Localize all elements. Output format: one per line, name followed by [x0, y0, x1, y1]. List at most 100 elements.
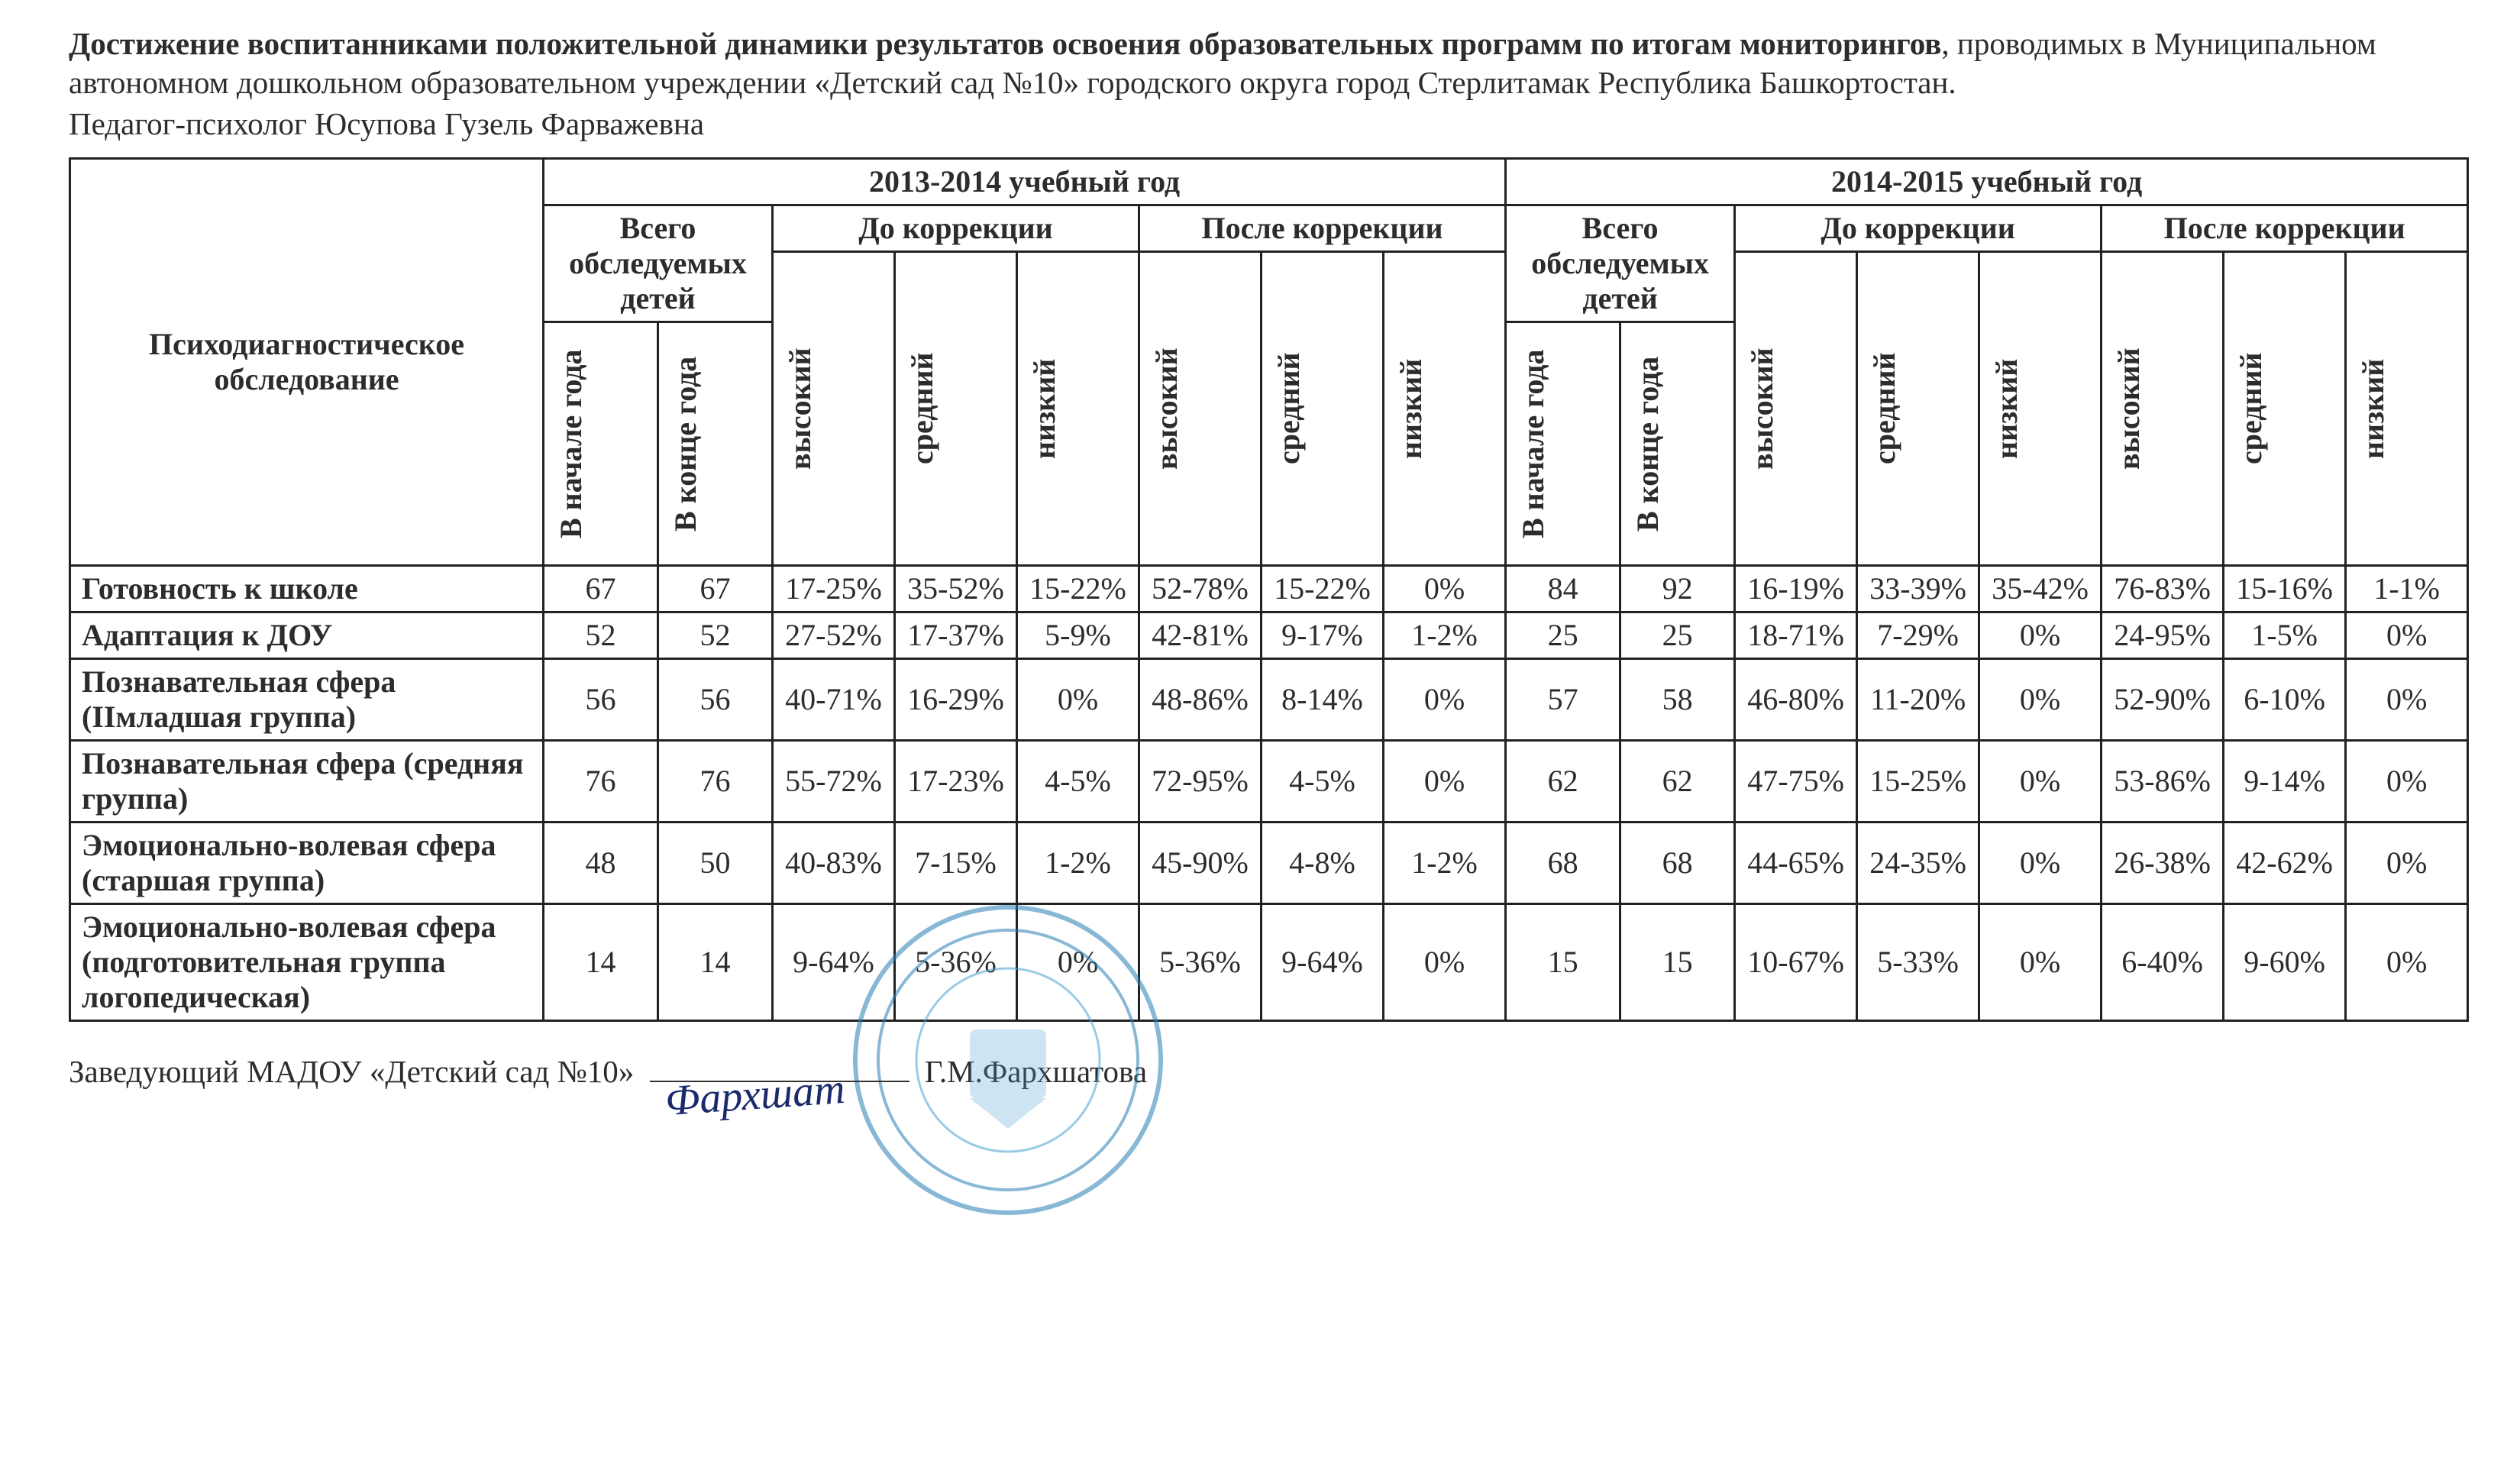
cell: 15-25% [1857, 740, 1979, 822]
col-end-year: В конце года [1627, 328, 1669, 560]
row-header: Психодиагностическое обследование [70, 158, 544, 565]
cell: 15-22% [1262, 565, 1384, 612]
row-label: Эмоционально-волевая сфера (старшая груп… [70, 822, 544, 903]
cell: 48 [544, 822, 658, 903]
cell: 0% [1979, 740, 2102, 822]
total-children-y1: Всего обследуемых детей [544, 205, 773, 322]
cell: 7-15% [895, 822, 1017, 903]
cell: 62 [1506, 740, 1620, 822]
cell: 40-83% [773, 822, 895, 903]
cell: 4-5% [1262, 740, 1384, 822]
cell: 14 [658, 903, 773, 1020]
cell: 0% [1979, 822, 2102, 903]
cell: 76 [544, 740, 658, 822]
cell: 35-52% [895, 565, 1017, 612]
cell: 52-78% [1139, 565, 1262, 612]
cell: 40-71% [773, 658, 895, 740]
cell: 5-36% [1139, 903, 1262, 1020]
col-low: низкий [1986, 292, 2027, 525]
col-mid: средний [1864, 292, 1905, 525]
cell: 68 [1620, 822, 1735, 903]
cell: 0% [2346, 658, 2468, 740]
col-low: низкий [1024, 292, 1065, 525]
total-children-y2: Всего обследуемых детей [1506, 205, 1735, 322]
table-row: Познавательная сфера (средняя группа)76 7… [70, 740, 2468, 822]
year1-header: 2013-2014 учебный год [544, 158, 1506, 205]
cell: 4-5% [1017, 740, 1139, 822]
cell: 26-38% [2102, 822, 2224, 903]
cell: 58 [1620, 658, 1735, 740]
cell: 5-33% [1857, 903, 1979, 1020]
cell: 17-37% [895, 612, 1017, 658]
cell: 0% [2346, 822, 2468, 903]
row-label: Готовность к школе [70, 565, 544, 612]
cell: 17-23% [895, 740, 1017, 822]
cell: 15-22% [1017, 565, 1139, 612]
cell: 0% [1979, 612, 2102, 658]
before-corr-y1: До коррекции [773, 205, 1139, 251]
col-high: высокий [2108, 292, 2150, 525]
cell: 1-1% [2346, 565, 2468, 612]
cell: 25 [1620, 612, 1735, 658]
cell: 5-9% [1017, 612, 1139, 658]
after-corr-y2: После коррекции [2102, 205, 2468, 251]
cell: 0% [1384, 903, 1506, 1020]
row-label: Эмоционально-волевая сфера (подготовител… [70, 903, 544, 1020]
cell: 10-67% [1735, 903, 1857, 1020]
cell: 44-65% [1735, 822, 1857, 903]
cell: 1-2% [1384, 612, 1506, 658]
document-header: Достижение воспитанниками положительной … [69, 24, 2451, 144]
row-label: Познавательная сфера (средняя группа) [70, 740, 544, 822]
signature-scribble: Фархшат [663, 1062, 846, 1128]
cell: 0% [1384, 740, 1506, 822]
cell: 52 [544, 612, 658, 658]
cell: 4-8% [1262, 822, 1384, 903]
cell: 16-19% [1735, 565, 1857, 612]
table-body: Готовность к школе676717-25%35-52%15-22%… [70, 565, 2468, 1020]
cell: 45-90% [1139, 822, 1262, 903]
cell: 0% [2346, 740, 2468, 822]
col-mid: средний [1268, 292, 1310, 525]
cell: 67 [544, 565, 658, 612]
cell: 6-10% [2224, 658, 2346, 740]
before-corr-y2: До коррекции [1735, 205, 2102, 251]
cell: 33-39% [1857, 565, 1979, 612]
cell: 24-35% [1857, 822, 1979, 903]
cell: 17-25% [773, 565, 895, 612]
cell: 5-36% [895, 903, 1017, 1020]
cell: 15-16% [2224, 565, 2346, 612]
table-row: Познавательная сфера (IIмладшая группа)5… [70, 658, 2468, 740]
cell: 1-5% [2224, 612, 2346, 658]
cell: 18-71% [1735, 612, 1857, 658]
footer-signer: Г.М.Фархшатова [925, 1054, 1147, 1089]
cell: 0% [1017, 903, 1139, 1020]
cell: 0% [1384, 565, 1506, 612]
cell: 0% [1017, 658, 1139, 740]
results-table: Психодиагностическое обследование 2013-2… [69, 157, 2469, 1022]
cell: 6-40% [2102, 903, 2224, 1020]
col-mid: средний [902, 292, 943, 525]
cell: 42-81% [1139, 612, 1262, 658]
cell: 92 [1620, 565, 1735, 612]
cell: 67 [658, 565, 773, 612]
title-bold: Достижение воспитанниками положительной … [69, 26, 1941, 61]
cell: 9-64% [773, 903, 895, 1020]
table-row: Адаптация к ДОУ525227-52%17-37%5-9%42-81… [70, 612, 2468, 658]
cell: 72-95% [1139, 740, 1262, 822]
table-row: Готовность к школе676717-25%35-52%15-22%… [70, 565, 2468, 612]
subtitle: Педагог-психолог Юсупова Гузель Фарважев… [69, 105, 2451, 144]
cell: 7-29% [1857, 612, 1979, 658]
cell: 35-42% [1979, 565, 2102, 612]
col-start-year: В начале года [1513, 328, 1554, 560]
cell: 48-86% [1139, 658, 1262, 740]
col-start-year: В начале года [551, 328, 592, 560]
cell: 9-60% [2224, 903, 2346, 1020]
cell: 0% [2346, 903, 2468, 1020]
cell: 1-2% [1384, 822, 1506, 903]
cell: 56 [658, 658, 773, 740]
col-end-year: В конце года [665, 328, 706, 560]
footer: Заведующий МАДОУ «Детский сад №10» Фархш… [69, 1052, 2451, 1091]
table-row: Эмоционально-волевая сфера (старшая груп… [70, 822, 2468, 903]
signature-line: Фархшат [650, 1081, 909, 1082]
cell: 14 [544, 903, 658, 1020]
